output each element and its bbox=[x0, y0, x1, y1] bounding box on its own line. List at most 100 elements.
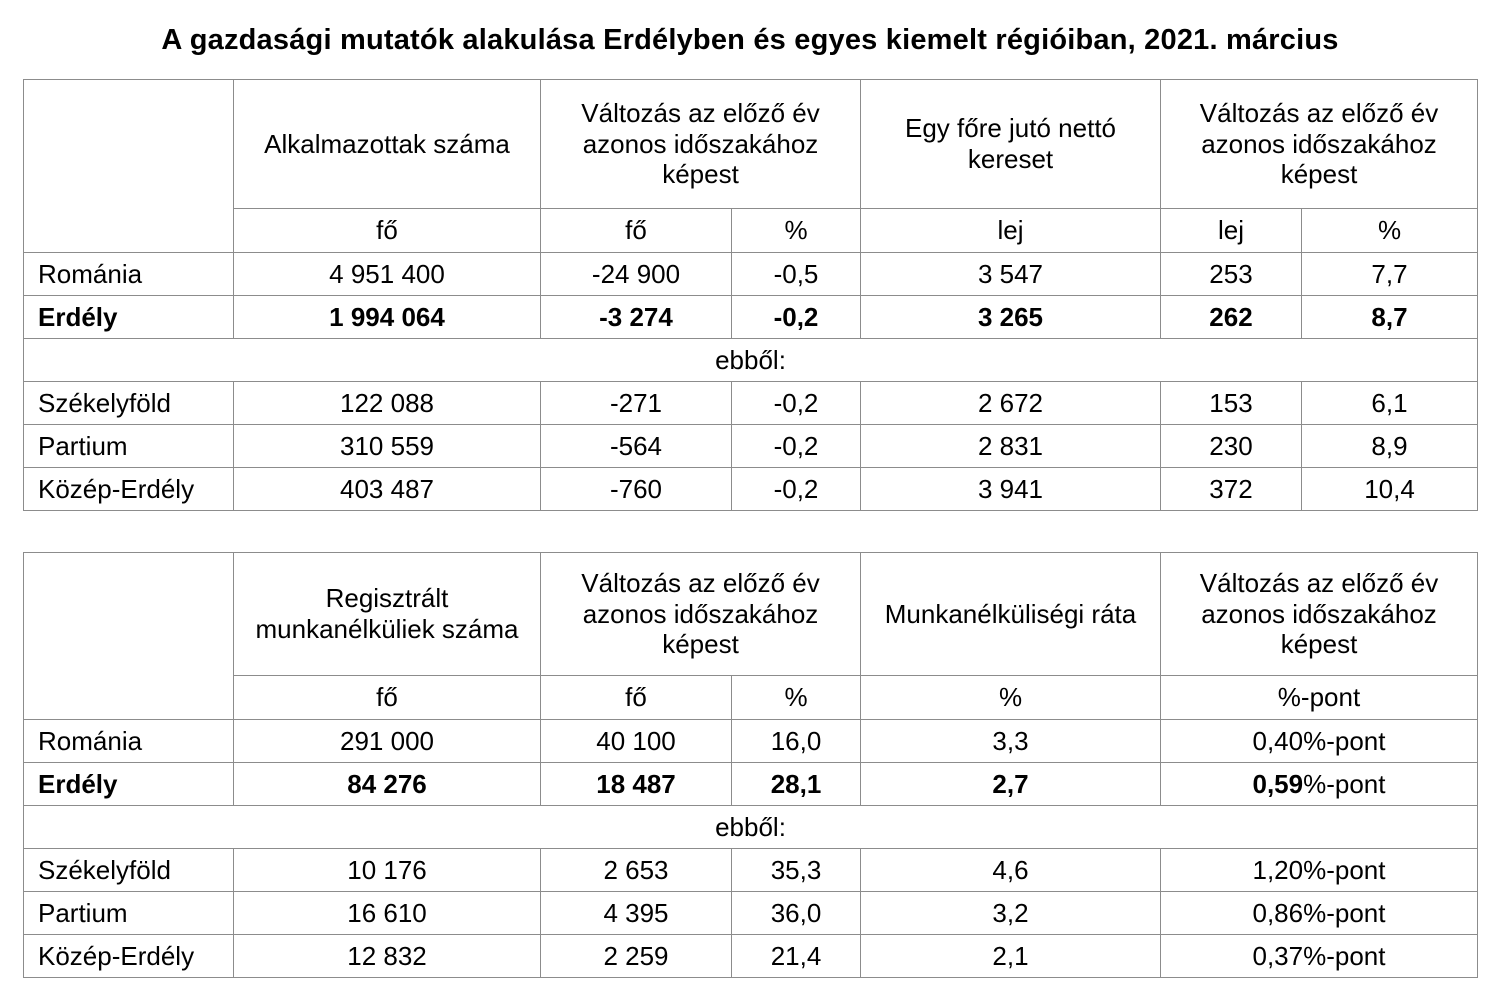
t2-row-erdely: Erdély 84 276 18 487 28,1 2,7 0,59%-pont bbox=[23, 762, 1478, 806]
value-cell: 3,3 bbox=[860, 719, 1161, 763]
value-cell: 0,37%-pont bbox=[1160, 934, 1478, 978]
t2-unit-row: fő fő % % %-pont bbox=[24, 675, 1478, 720]
t1-row-partium: Partium 310 559 -564 -0,2 2 831 230 8,9 bbox=[23, 424, 1478, 468]
t1-header-change-vs-prev-year-2: Változás az előző év azonos időszakához … bbox=[1160, 79, 1478, 209]
value-cell: 18 487 bbox=[540, 762, 732, 806]
value-cell: 7,7 bbox=[1301, 252, 1478, 296]
value-cell: 16,0 bbox=[731, 719, 861, 763]
t2-unit-pct-1: % bbox=[731, 675, 861, 720]
value-cell: -564 bbox=[540, 424, 732, 468]
region-label: Románia bbox=[23, 719, 234, 763]
region-label: Székelyföld bbox=[23, 381, 234, 425]
t1-row-kozep-erdely: Közép-Erdély 403 487 -760 -0,2 3 941 372… bbox=[23, 467, 1478, 511]
value-cell: -0,2 bbox=[731, 424, 861, 468]
value-cell: 84 276 bbox=[233, 762, 541, 806]
value-cell: 2,1 bbox=[860, 934, 1161, 978]
value-cell: 8,9 bbox=[1301, 424, 1478, 468]
region-label: Erdély bbox=[23, 295, 234, 339]
t1-header-change-vs-prev-year-1: Változás az előző év azonos időszakához … bbox=[540, 79, 861, 209]
t1-unit-lej-1: lej bbox=[860, 208, 1161, 253]
page-title: A gazdasági mutatók alakulása Erdélyben … bbox=[161, 24, 1339, 56]
ebbol-label: ebből: bbox=[23, 338, 1478, 382]
value-cell: 3 941 bbox=[860, 467, 1161, 511]
value-cell: 2 259 bbox=[540, 934, 732, 978]
value-cell: 2,7 bbox=[860, 762, 1161, 806]
t2-row-kozep-erdely: Közép-Erdély 12 832 2 259 21,4 2,1 0,37%… bbox=[23, 934, 1478, 978]
value-cell: 12 832 bbox=[233, 934, 541, 978]
value-cell: 2 672 bbox=[860, 381, 1161, 425]
value-cell: 291 000 bbox=[233, 719, 541, 763]
t1-unit-fo-2: fő bbox=[540, 208, 732, 253]
value-cell: -271 bbox=[540, 381, 732, 425]
value-cell: 28,1 bbox=[731, 762, 861, 806]
t1-corner-cell bbox=[23, 79, 234, 253]
t1-group-header-row: Alkalmazottak száma Változás az előző év… bbox=[23, 79, 1478, 253]
value-cell: 153 bbox=[1160, 381, 1302, 425]
region-label: Közép-Erdély bbox=[23, 934, 234, 978]
value-cell: 21,4 bbox=[731, 934, 861, 978]
value-cell: 40 100 bbox=[540, 719, 732, 763]
value-cell: 2 653 bbox=[540, 848, 732, 892]
value-cell: 0,40%-pont bbox=[1160, 719, 1478, 763]
t2-unit-fo-1: fő bbox=[233, 675, 541, 720]
t1-unit-pct-1: % bbox=[731, 208, 861, 253]
value-cell: 10 176 bbox=[233, 848, 541, 892]
region-label: Székelyföld bbox=[23, 848, 234, 892]
value-cell: 4 395 bbox=[540, 891, 732, 935]
t2-header-change-vs-prev-year-2: Változás az előző év azonos időszakához … bbox=[1160, 552, 1478, 676]
value-cell: -24 900 bbox=[540, 252, 732, 296]
value-cell: -0,2 bbox=[731, 381, 861, 425]
value-cell: 1 994 064 bbox=[233, 295, 541, 339]
value-cell: 4,6 bbox=[860, 848, 1161, 892]
value-bold-part: 0,59 bbox=[1252, 768, 1304, 799]
t1-header-net-earnings: Egy főre jutó nettó kereset bbox=[860, 79, 1161, 209]
value-cell: 3 547 bbox=[860, 252, 1161, 296]
t2-unit-fo-2: fő bbox=[540, 675, 732, 720]
value-cell: 403 487 bbox=[233, 467, 541, 511]
t2-row-romania: Románia 291 000 40 100 16,0 3,3 0,40%-po… bbox=[23, 719, 1478, 763]
region-label: Partium bbox=[23, 424, 234, 468]
t2-corner-cell bbox=[23, 552, 234, 720]
value-cell: 3,2 bbox=[860, 891, 1161, 935]
value-cell: 122 088 bbox=[233, 381, 541, 425]
value-cell: 36,0 bbox=[731, 891, 861, 935]
value-cell: -0,2 bbox=[731, 467, 861, 511]
employment-table: Alkalmazottak száma Változás az előző év… bbox=[23, 79, 1478, 511]
value-cell: 1,20%-pont bbox=[1160, 848, 1478, 892]
unemployment-table: Regisztrált munkanélküliek száma Változá… bbox=[23, 552, 1478, 978]
value-cell: 253 bbox=[1160, 252, 1302, 296]
value-cell: 2 831 bbox=[860, 424, 1161, 468]
value-cell: 10,4 bbox=[1301, 467, 1478, 511]
t2-ebbol-row: ebből: bbox=[23, 805, 1478, 849]
value-cell: 3 265 bbox=[860, 295, 1161, 339]
t2-unit-pct-point: %-pont bbox=[1160, 675, 1478, 720]
t2-unit-pct-2: % bbox=[860, 675, 1161, 720]
value-cell: -3 274 bbox=[540, 295, 732, 339]
value-regular-part: %-pont bbox=[1303, 768, 1386, 799]
t2-row-partium: Partium 16 610 4 395 36,0 3,2 0,86%-pont bbox=[23, 891, 1478, 935]
t2-row-szekelyfold: Székelyföld 10 176 2 653 35,3 4,6 1,20%-… bbox=[23, 848, 1478, 892]
value-cell: 0,86%-pont bbox=[1160, 891, 1478, 935]
value-cell: 230 bbox=[1160, 424, 1302, 468]
t1-unit-lej-2: lej bbox=[1160, 208, 1302, 253]
region-label: Románia bbox=[23, 252, 234, 296]
value-cell: -760 bbox=[540, 467, 732, 511]
ebbol-label: ebből: bbox=[23, 805, 1478, 849]
value-cell: 6,1 bbox=[1301, 381, 1478, 425]
value-cell: 8,7 bbox=[1301, 295, 1478, 339]
value-cell: 4 951 400 bbox=[233, 252, 541, 296]
value-cell: 262 bbox=[1160, 295, 1302, 339]
t1-row-romania: Románia 4 951 400 -24 900 -0,5 3 547 253… bbox=[23, 252, 1478, 296]
t1-unit-fo-1: fő bbox=[233, 208, 541, 253]
t2-header-unemployment-rate: Munkanélküliségi ráta bbox=[860, 552, 1161, 676]
t2-header-change-vs-prev-year-1: Változás az előző év azonos időszakához … bbox=[540, 552, 861, 676]
value-cell: 16 610 bbox=[233, 891, 541, 935]
value-cell: -0,5 bbox=[731, 252, 861, 296]
value-cell: 0,59%-pont bbox=[1160, 762, 1478, 806]
region-label: Partium bbox=[23, 891, 234, 935]
t2-group-header-row: Regisztrált munkanélküliek száma Változá… bbox=[23, 552, 1478, 720]
value-cell: 310 559 bbox=[233, 424, 541, 468]
region-label: Közép-Erdély bbox=[23, 467, 234, 511]
t1-unit-row: fő fő % lej lej % bbox=[24, 208, 1478, 253]
